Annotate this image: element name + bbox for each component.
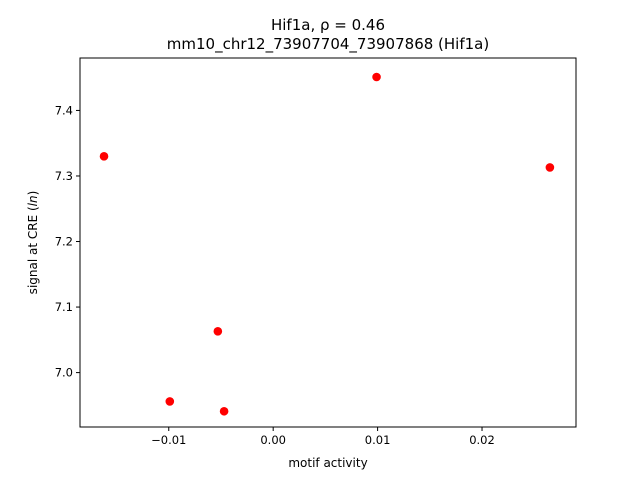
data-point	[372, 72, 381, 82]
y-tick-label: 7.2	[55, 235, 73, 249]
x-tick-label: −0.01	[151, 433, 186, 447]
x-tick-label: 0.01	[365, 433, 391, 447]
y-tick-label: 7.0	[55, 366, 73, 380]
data-point	[545, 163, 555, 172]
x-tick-label: 0.02	[469, 433, 495, 447]
data-point	[165, 397, 175, 406]
x-axis-label: motif activity	[288, 456, 367, 470]
y-tick-label: 7.1	[55, 300, 73, 314]
y-axis-label: signal at CRE (ln)	[26, 191, 40, 295]
chart-subtitle: mm10_chr12_73907704_73907868 (Hif1a)	[167, 35, 489, 54]
data-point	[99, 152, 109, 161]
data-points	[99, 72, 555, 416]
x-tick-label: 0.00	[260, 433, 286, 447]
chart-title: Hif1a, ρ = 0.46	[271, 16, 385, 34]
data-point	[219, 406, 229, 416]
plot-area-frame	[79, 57, 577, 428]
data-point	[213, 327, 223, 336]
y-axis-label-prefix: signal at CRE (	[26, 206, 40, 294]
y-axis-label-suffix: )	[26, 191, 40, 196]
y-axis-label-italic: ln	[26, 195, 40, 206]
y-tick-label: 7.4	[55, 103, 73, 117]
y-tick-label: 7.3	[55, 169, 73, 183]
x-axis-ticks: −0.01 0.00 0.01 0.02	[151, 427, 495, 447]
y-axis-ticks: 7.0 7.1 7.2 7.3 7.4	[55, 103, 80, 380]
